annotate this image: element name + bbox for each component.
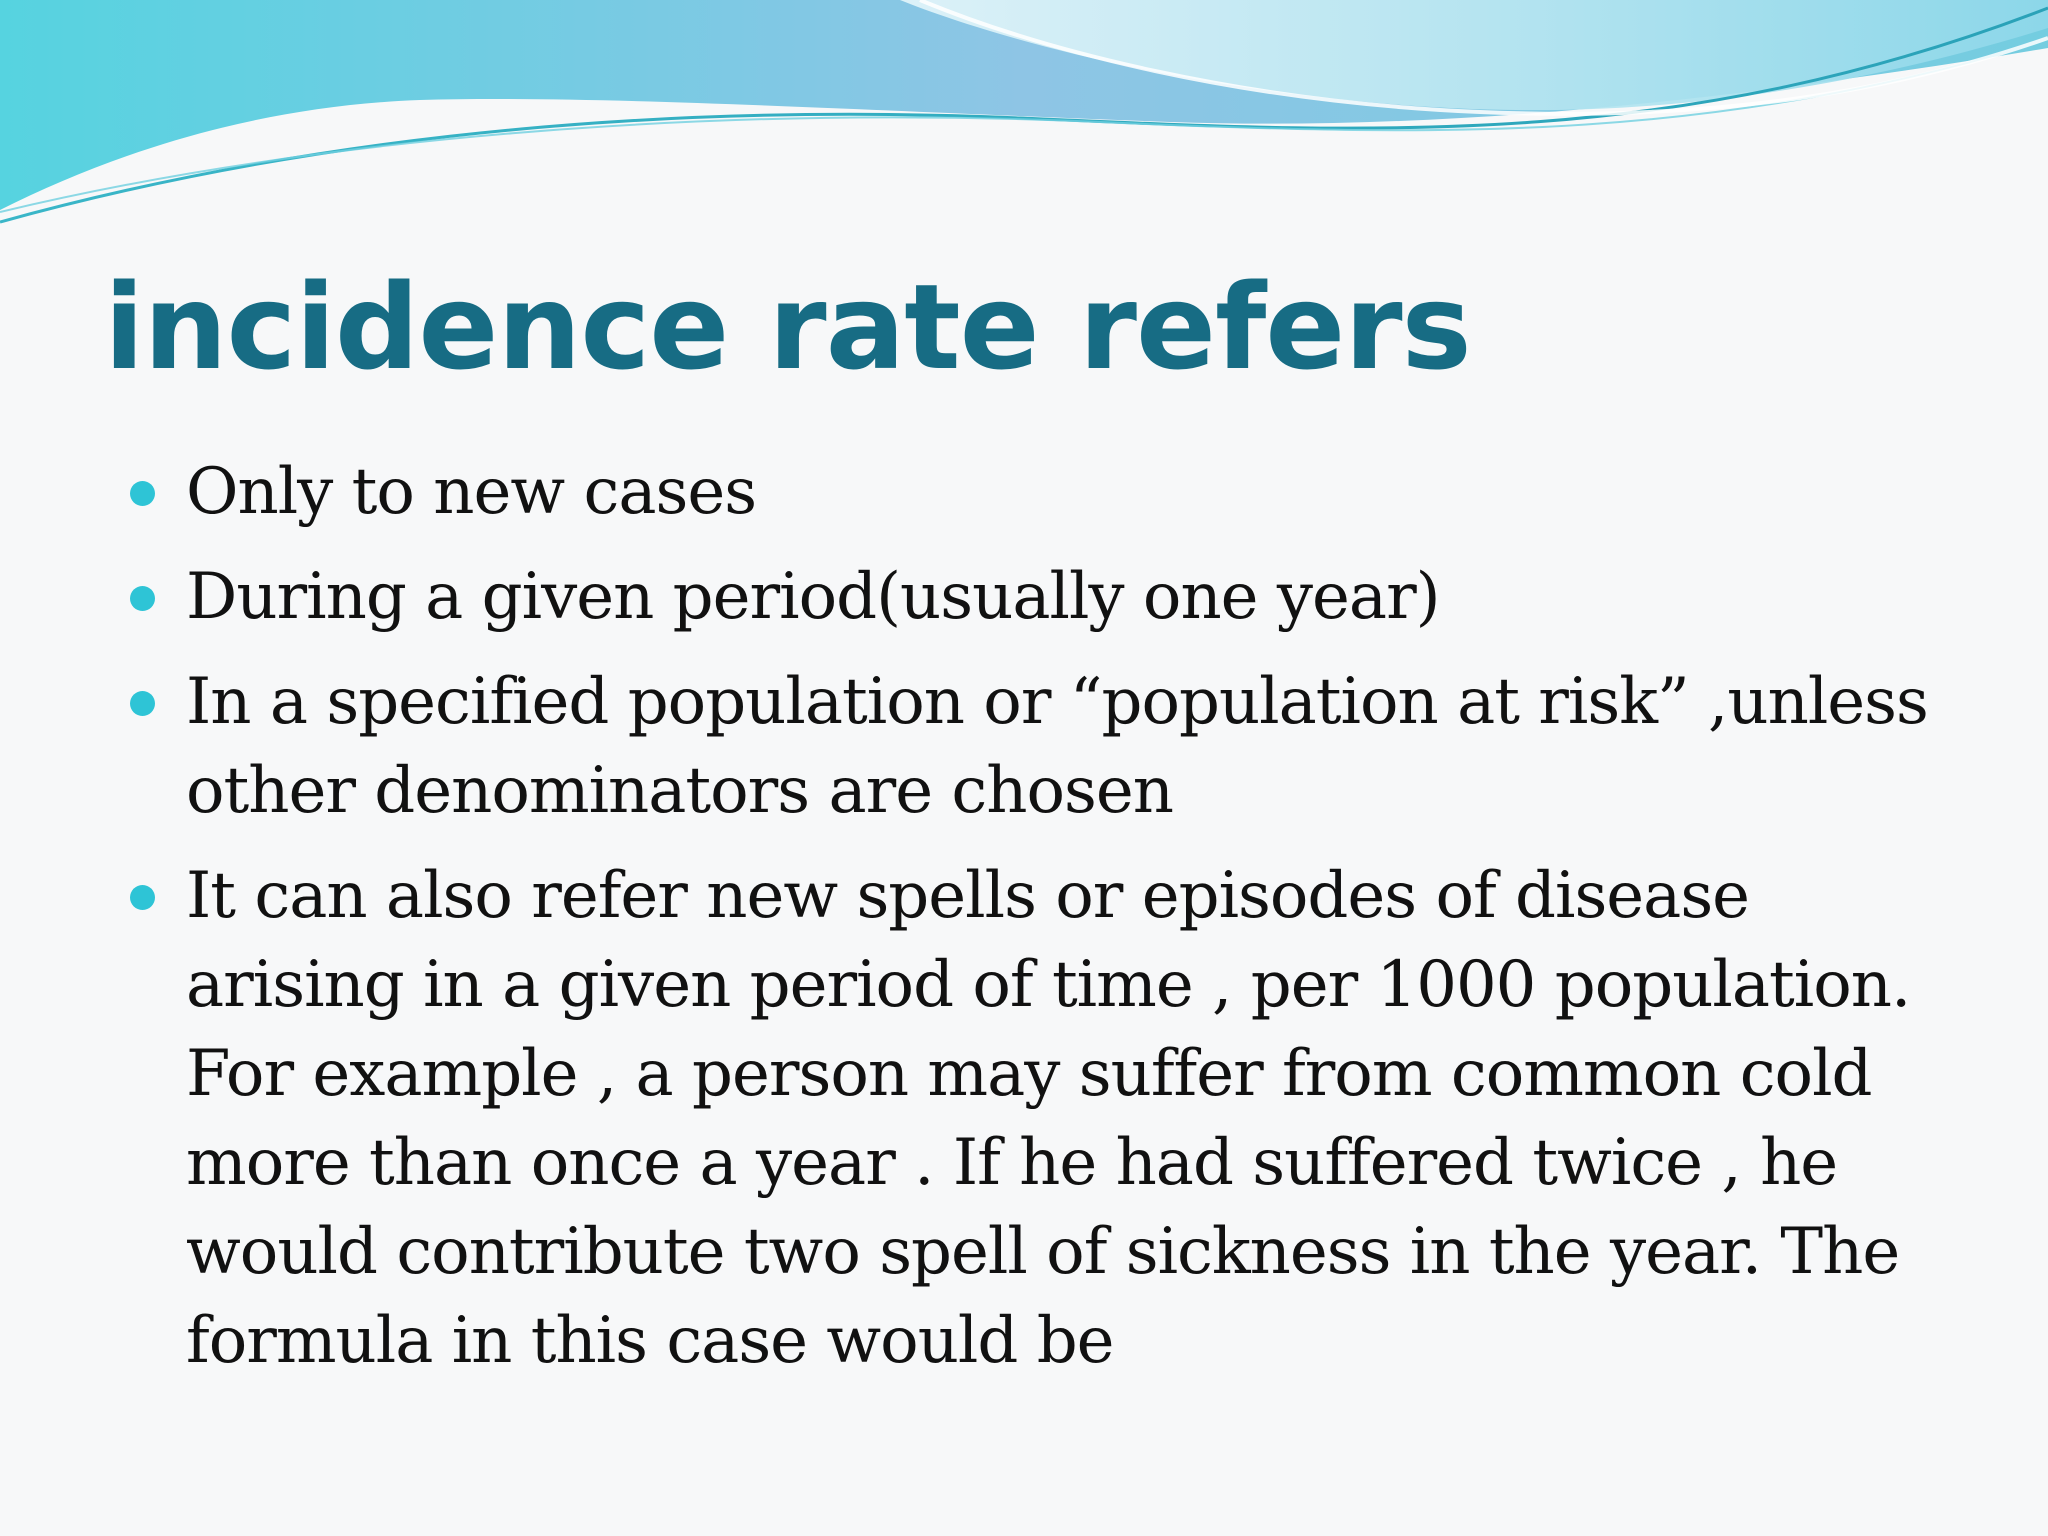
bullet-dot-icon xyxy=(130,481,155,506)
bullet-item: During a given period(usually one year) xyxy=(124,553,1954,642)
wave-line-thin xyxy=(0,39,2048,213)
bullet-dot-icon xyxy=(130,586,155,611)
wave-band-light xyxy=(900,0,2048,111)
bullet-item: It can also refer new spells or episodes… xyxy=(124,852,1954,1386)
header-wave-decoration xyxy=(0,0,2048,224)
bullet-text: It can also refer new spells or episodes… xyxy=(186,859,1911,1378)
wave-line-white xyxy=(919,0,2048,116)
bullet-list: Only to new cases During a given period(… xyxy=(124,448,1954,1402)
bullet-item: In a specified population or “population… xyxy=(124,658,1954,836)
bullet-item: Only to new cases xyxy=(124,448,1954,537)
bullet-text: During a given period(usually one year) xyxy=(186,560,1441,634)
bullet-dot-icon xyxy=(130,691,155,716)
bullet-text: In a specified population or “population… xyxy=(186,665,1929,828)
bullet-dot-icon xyxy=(130,885,155,910)
slide-title: incidence rate refers xyxy=(104,258,1472,396)
bullet-text: Only to new cases xyxy=(186,455,757,529)
